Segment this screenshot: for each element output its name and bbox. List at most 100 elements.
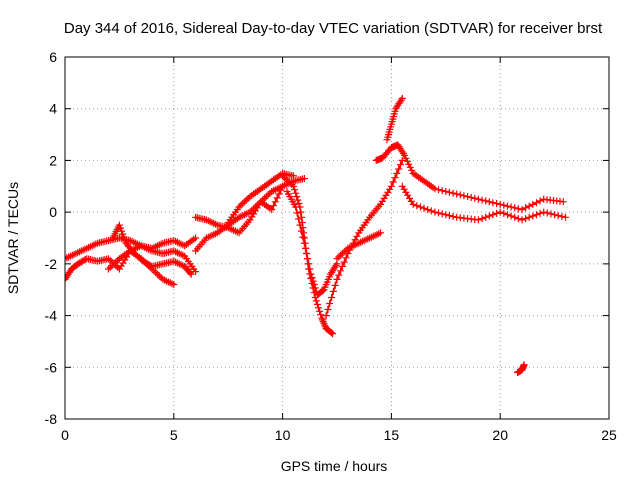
data-point (416, 203, 424, 211)
data-point (300, 175, 308, 182)
data-point (409, 200, 417, 208)
data-point (331, 281, 339, 289)
data-point (311, 284, 319, 292)
data-point (393, 169, 401, 177)
y-tick-label: -2 (45, 256, 58, 272)
data-point (322, 312, 330, 320)
data-point (554, 212, 562, 220)
data-point (319, 318, 327, 326)
x-tick-label: 20 (492, 427, 508, 443)
data-point (449, 213, 457, 220)
data-point (413, 202, 421, 210)
series-track-m (372, 141, 567, 214)
data-point (270, 202, 277, 210)
data-point (120, 233, 128, 241)
ticks: 0 5 10 15 20 25 -8 -6 -4 -2 0 2 4 6 (45, 49, 617, 443)
data-point (474, 216, 482, 224)
plot-frame (64, 56, 610, 420)
data-point (279, 182, 287, 190)
data-point (406, 163, 414, 171)
data-point (293, 193, 301, 201)
series-track-h (279, 172, 337, 338)
data-point (449, 189, 457, 197)
y-tick-label: 2 (49, 152, 57, 168)
data-point (118, 227, 126, 235)
x-tick-label: 25 (601, 427, 617, 443)
data-point (496, 208, 504, 216)
data-point (442, 211, 450, 219)
data-point (117, 224, 124, 232)
data-point (522, 215, 530, 223)
data-point (293, 209, 301, 217)
series-track-l (383, 94, 406, 144)
data-point (300, 239, 308, 247)
data-point (328, 294, 336, 301)
series-track-d (105, 242, 200, 276)
data-point (273, 194, 281, 202)
data-point (485, 212, 493, 220)
data-point (500, 201, 508, 209)
data-point (305, 260, 313, 268)
data-point (307, 270, 315, 278)
data-point (329, 287, 337, 295)
chart-title: Day 344 of 2016, Sidereal Day-to-day VTE… (64, 20, 603, 37)
data-point (313, 300, 321, 308)
data-point (456, 191, 464, 199)
data-point (316, 307, 324, 315)
data-point (547, 210, 555, 218)
data-point (397, 96, 405, 104)
data-point (518, 206, 526, 214)
data-point (340, 258, 348, 266)
data-point (511, 213, 519, 221)
series-track-j (322, 156, 406, 320)
data-point (290, 172, 297, 180)
data-point (408, 166, 416, 174)
data-point (119, 230, 127, 238)
data-point (115, 221, 123, 229)
series-track-f (192, 182, 287, 237)
data-point (389, 178, 397, 186)
y-tick-label: -4 (45, 308, 58, 324)
series-track-i (283, 188, 341, 299)
data-point (504, 202, 511, 210)
data-layer (65, 94, 569, 376)
data-point (277, 186, 285, 194)
data-point (529, 200, 537, 208)
data-point (478, 215, 486, 223)
data-point (306, 265, 314, 273)
data-point (342, 254, 350, 262)
data-point (397, 161, 404, 169)
data-point (424, 206, 432, 214)
y-tick-label: 0 (49, 204, 57, 220)
data-point (438, 210, 446, 218)
data-point (187, 270, 195, 278)
y-tick-label: 4 (49, 101, 57, 117)
data-point (559, 198, 567, 206)
data-point (435, 209, 442, 217)
x-tick-label: 10 (275, 427, 291, 443)
data-point (186, 269, 194, 277)
data-point (420, 204, 428, 212)
data-point (170, 281, 178, 288)
data-point (482, 197, 490, 205)
data-point (507, 203, 515, 211)
data-point (319, 316, 326, 324)
data-point (332, 262, 340, 270)
data-point (551, 211, 559, 219)
data-point (442, 188, 450, 195)
data-point (275, 190, 283, 198)
data-point (464, 193, 472, 201)
data-point (478, 196, 486, 204)
y-tick-label: -8 (45, 411, 58, 427)
data-point (308, 274, 316, 282)
data-point (431, 208, 439, 216)
data-point (401, 151, 408, 159)
data-point (558, 213, 566, 220)
data-point (460, 192, 468, 200)
data-point (485, 198, 493, 206)
series-line (227, 172, 295, 224)
series-line (401, 185, 567, 221)
y-tick-label: 6 (49, 49, 57, 65)
data-point (543, 209, 551, 217)
data-point (507, 212, 515, 220)
